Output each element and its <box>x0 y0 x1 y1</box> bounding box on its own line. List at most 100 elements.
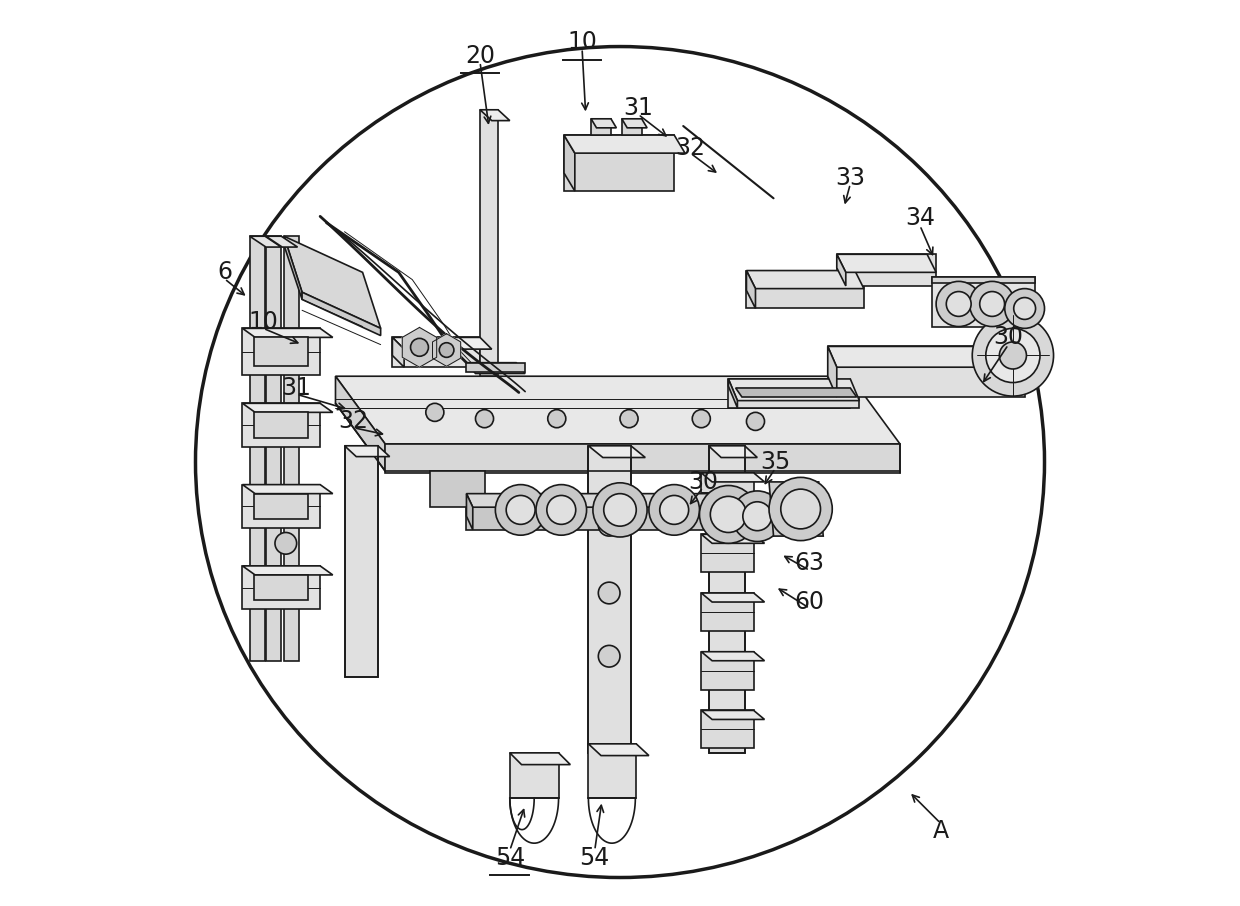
Circle shape <box>536 485 587 535</box>
Polygon shape <box>564 135 575 191</box>
Circle shape <box>506 496 536 525</box>
Circle shape <box>547 496 575 525</box>
Polygon shape <box>243 403 332 412</box>
Circle shape <box>936 282 981 326</box>
Polygon shape <box>392 337 404 367</box>
Text: 35: 35 <box>760 450 790 474</box>
Polygon shape <box>837 255 936 286</box>
Polygon shape <box>510 753 570 765</box>
Polygon shape <box>728 379 859 400</box>
Text: 6: 6 <box>217 260 232 284</box>
Circle shape <box>986 328 1040 382</box>
Text: A: A <box>932 818 949 843</box>
Circle shape <box>746 412 765 430</box>
Circle shape <box>275 533 296 554</box>
Polygon shape <box>702 710 765 719</box>
Polygon shape <box>746 271 864 289</box>
Circle shape <box>599 515 620 536</box>
Polygon shape <box>284 236 381 328</box>
Polygon shape <box>708 446 758 458</box>
Polygon shape <box>589 446 631 753</box>
Polygon shape <box>510 753 558 798</box>
Polygon shape <box>702 710 754 748</box>
Polygon shape <box>837 255 846 286</box>
Polygon shape <box>589 744 649 756</box>
Text: 10: 10 <box>567 30 596 54</box>
Polygon shape <box>392 337 480 367</box>
Polygon shape <box>466 362 526 373</box>
Polygon shape <box>254 575 309 601</box>
Text: 31: 31 <box>624 96 653 120</box>
Polygon shape <box>746 271 755 308</box>
Polygon shape <box>702 651 765 660</box>
Polygon shape <box>621 119 647 128</box>
Polygon shape <box>589 744 636 798</box>
Polygon shape <box>284 236 299 660</box>
Polygon shape <box>430 471 485 498</box>
Polygon shape <box>243 566 320 609</box>
Polygon shape <box>931 277 1035 284</box>
Polygon shape <box>702 651 754 689</box>
Circle shape <box>970 282 1014 326</box>
Circle shape <box>660 496 688 525</box>
Polygon shape <box>254 494 309 519</box>
Polygon shape <box>392 337 492 349</box>
Polygon shape <box>931 277 1035 326</box>
Polygon shape <box>430 471 485 507</box>
Polygon shape <box>746 271 864 308</box>
Circle shape <box>649 485 699 535</box>
Polygon shape <box>402 327 436 367</box>
Polygon shape <box>303 293 381 335</box>
Polygon shape <box>466 494 472 530</box>
Circle shape <box>593 483 647 537</box>
Polygon shape <box>284 236 303 300</box>
Polygon shape <box>591 119 616 128</box>
Polygon shape <box>760 494 805 525</box>
Polygon shape <box>480 110 498 376</box>
Circle shape <box>769 477 832 541</box>
Polygon shape <box>702 535 754 573</box>
Text: 20: 20 <box>465 43 495 68</box>
Circle shape <box>711 496 746 533</box>
Circle shape <box>548 410 565 428</box>
Polygon shape <box>564 135 684 153</box>
Polygon shape <box>728 379 859 408</box>
Text: 63: 63 <box>795 551 825 575</box>
Circle shape <box>410 338 429 356</box>
Polygon shape <box>254 337 309 366</box>
Circle shape <box>604 494 636 526</box>
Polygon shape <box>837 255 936 273</box>
Polygon shape <box>828 346 837 397</box>
Circle shape <box>1014 297 1035 320</box>
Circle shape <box>425 403 444 421</box>
Polygon shape <box>708 446 745 753</box>
Polygon shape <box>621 119 641 135</box>
Text: 10: 10 <box>248 310 278 334</box>
Polygon shape <box>728 379 738 408</box>
Text: 33: 33 <box>836 166 866 189</box>
Circle shape <box>732 491 782 542</box>
Polygon shape <box>828 346 1024 397</box>
Circle shape <box>620 410 639 428</box>
Circle shape <box>946 292 971 316</box>
Polygon shape <box>243 485 332 494</box>
Polygon shape <box>249 236 265 660</box>
Polygon shape <box>265 236 281 660</box>
Circle shape <box>439 342 454 357</box>
Polygon shape <box>480 110 510 120</box>
Circle shape <box>781 489 821 529</box>
Polygon shape <box>769 482 823 536</box>
Circle shape <box>743 502 771 531</box>
Polygon shape <box>243 566 332 575</box>
Polygon shape <box>265 236 298 247</box>
Polygon shape <box>466 494 775 507</box>
Text: 30: 30 <box>688 470 718 494</box>
Polygon shape <box>345 446 378 677</box>
Circle shape <box>599 645 620 667</box>
Polygon shape <box>249 236 281 247</box>
Polygon shape <box>702 593 754 631</box>
Circle shape <box>699 486 758 544</box>
Text: 32: 32 <box>676 136 706 159</box>
Polygon shape <box>589 446 645 458</box>
Circle shape <box>972 314 1054 396</box>
